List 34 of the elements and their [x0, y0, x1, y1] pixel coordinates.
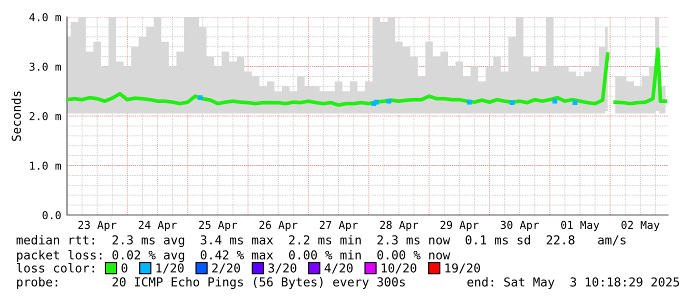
point: [374, 100, 379, 105]
x-tick-label: 30 Apr: [500, 220, 539, 232]
text: median rtt: 2.3 ms avg 3.4 ms max 2.2 ms min 2.3 ms now 0.1 ms sd 22.8 am/s: [16, 235, 626, 247]
x-tick-label: 23 Apr: [78, 220, 116, 232]
legend-title: loss color:: [16, 263, 94, 273]
x-tick-label: 27 Apr: [320, 220, 358, 232]
text: packet loss: 0.02 % avg 0.42 % max 0.00 % min 0.00 % now: [17, 250, 450, 262]
x-tick-label: 24 Apr: [138, 220, 177, 232]
legend-label: 3/20: [268, 263, 296, 274]
y-tick-label: 0.0: [42, 211, 61, 220]
legend-label: 1/20: [156, 263, 184, 274]
point: [466, 100, 472, 105]
point: [552, 98, 558, 104]
x-tick-label: 01 May: [561, 220, 600, 232]
legend-label: 10/20: [382, 263, 416, 274]
x-tick-label: 28 Apr: [380, 220, 418, 232]
y-axis-title: Seconds: [11, 91, 21, 141]
legend-label: 2/20: [212, 263, 240, 274]
y-tick-label: 4.0 m: [29, 13, 61, 22]
x-tick-label: 25 Apr: [199, 220, 238, 232]
point: [386, 98, 392, 104]
y-tick-label: 3.0 m: [30, 62, 61, 71]
text: end: Sat May 3 10:18:29 2025: [467, 277, 680, 289]
legend-label: 19/20: [445, 263, 480, 274]
text: probe: 20 ICMP Echo Pings (56 Bytes) every 300s: [17, 277, 405, 289]
x-tick-label: 02 May: [621, 220, 660, 232]
legend-label: 0: [122, 263, 128, 273]
point: [572, 100, 578, 106]
x-tick-label: 29 Apr: [440, 220, 478, 232]
y-tick-label: 2.0 m: [30, 112, 61, 120]
y-tick-label: 1.0 m: [30, 162, 61, 170]
point: [510, 100, 514, 106]
legend-label: 4/20: [324, 263, 353, 274]
x-tick-label: 26 Apr: [259, 220, 298, 232]
